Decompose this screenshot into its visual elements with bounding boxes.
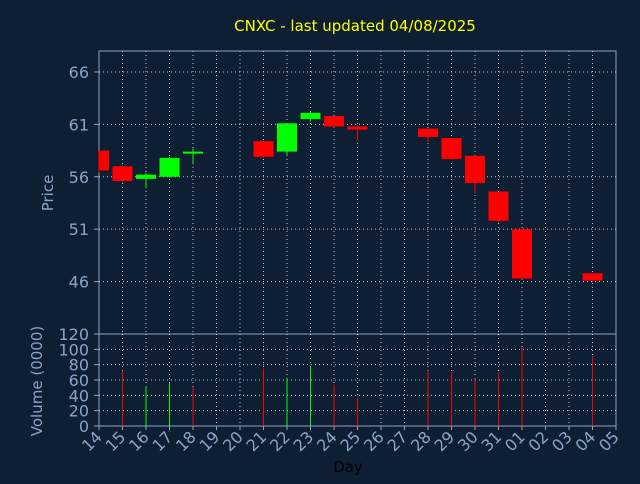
- candle-18: [183, 148, 203, 164]
- candle-23: [300, 110, 321, 122]
- candle-28: [418, 128, 438, 143]
- candlesticks: [98, 110, 603, 282]
- candle-body: [183, 151, 203, 154]
- candle-14: [98, 150, 109, 173]
- price-y-tick-label: 56: [69, 168, 89, 187]
- candle-30: [465, 155, 485, 194]
- volume-y-tick-label: 40: [69, 386, 89, 405]
- price-y-tick-label: 46: [69, 273, 89, 292]
- candle-body: [253, 141, 274, 157]
- volume-y-tick-label: 100: [58, 340, 89, 359]
- x-tick-labels: 1415161718192021222324252627282930310102…: [78, 426, 623, 455]
- candle-04: [582, 273, 603, 282]
- candle-body: [136, 174, 156, 179]
- candle-29: [441, 137, 462, 161]
- x-tick-label: 05: [595, 427, 623, 455]
- price-grid: [99, 51, 616, 334]
- candle-17: [159, 156, 180, 178]
- candle-31: [488, 191, 509, 222]
- price-y-tick-label: 51: [69, 220, 89, 239]
- candle-25: [347, 125, 368, 141]
- candle-body: [277, 123, 297, 152]
- price-y-tick-labels: 46 51 56 61 66: [69, 63, 99, 292]
- volume-y-tick-label: 80: [69, 356, 89, 375]
- candle-15: [112, 166, 133, 183]
- volume-y-tick-label: 20: [69, 402, 89, 421]
- candle-body: [465, 155, 485, 184]
- candle-body: [159, 157, 180, 177]
- candle-01: [512, 228, 532, 280]
- candle-24: [324, 115, 344, 128]
- candle-body: [112, 166, 133, 181]
- candle-body: [512, 229, 532, 279]
- price-y-tick-label: 66: [69, 63, 89, 82]
- candle-body: [99, 150, 109, 171]
- candle-body: [488, 191, 509, 221]
- price-axis-label: Price: [39, 175, 57, 212]
- volume-y-tick-label: 60: [69, 371, 89, 390]
- x-axis-label: Day: [333, 458, 363, 476]
- price-y-tick-label: 61: [69, 115, 89, 134]
- candle-body: [582, 273, 603, 281]
- volume-y-tick-label: 120: [58, 325, 89, 344]
- volume-y-tick-label: 0: [79, 417, 89, 436]
- candle-22: [277, 123, 297, 156]
- volume-bars: [122, 347, 593, 426]
- candle-21: [253, 141, 274, 158]
- candle-body: [418, 128, 438, 137]
- candle-16: [136, 172, 156, 189]
- candle-body: [441, 137, 462, 159]
- volume-axis-label: Volume (0000): [28, 326, 46, 436]
- candle-body: [324, 115, 344, 127]
- candle-body: [347, 126, 368, 130]
- candle-body: [300, 112, 321, 120]
- chart-title: CNXC - last updated 04/08/2025: [234, 17, 476, 35]
